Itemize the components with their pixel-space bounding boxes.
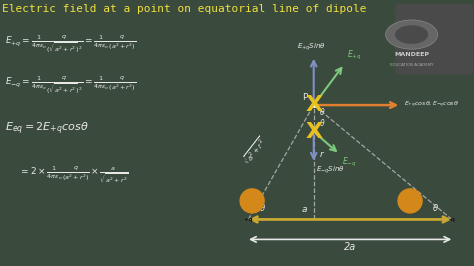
Text: $E_{-q}Sin\theta$: $E_{-q}Sin\theta$: [316, 165, 345, 176]
Text: $\theta$: $\theta$: [432, 202, 439, 213]
Circle shape: [386, 20, 438, 49]
Text: $\theta$: $\theta$: [259, 202, 266, 213]
Text: r: r: [319, 150, 323, 159]
Text: P: P: [302, 93, 308, 102]
Text: +q: +q: [244, 217, 253, 222]
Text: $E_{+q}Sin\theta$: $E_{+q}Sin\theta$: [297, 42, 326, 53]
Text: -q: -q: [448, 217, 456, 222]
Text: $E_{-q}$: $E_{-q}$: [342, 156, 356, 169]
Text: $E_{-q} = \frac{1}{4\pi\varepsilon_o} \frac{q}{(\sqrt{a^2+r^2})^2} = \frac{1}{4\: $E_{-q} = \frac{1}{4\pi\varepsilon_o} \f…: [5, 74, 136, 96]
Text: a: a: [301, 205, 307, 214]
Text: $\theta$: $\theta$: [319, 117, 326, 128]
Circle shape: [395, 25, 428, 44]
Text: $\sqrt{a^2+r^2}$: $\sqrt{a^2+r^2}$: [240, 135, 270, 168]
Text: $E_{+q}$: $E_{+q}$: [347, 49, 361, 62]
Text: Electric field at a point on equatorial line of dipole: Electric field at a point on equatorial …: [2, 4, 367, 14]
FancyBboxPatch shape: [395, 4, 473, 74]
Text: $E_{+q} = \frac{1}{4\pi\varepsilon_o} \frac{q}{(\sqrt{a^2+r^2})^2} = \frac{1}{4\: $E_{+q} = \frac{1}{4\pi\varepsilon_o} \f…: [5, 33, 136, 55]
Text: MANDEEP: MANDEEP: [394, 52, 429, 57]
Text: $\theta$: $\theta$: [319, 106, 326, 117]
Text: 2a: 2a: [344, 242, 356, 252]
Text: $= 2 \times \frac{1}{4\pi\varepsilon_o} \frac{q}{(a^2+r^2)} \times \frac{a}{\sqr: $= 2 \times \frac{1}{4\pi\varepsilon_o} …: [19, 165, 129, 186]
Text: $E_{eq} = 2E_{+q}cos\theta$: $E_{eq} = 2E_{+q}cos\theta$: [5, 121, 89, 138]
Text: X: X: [305, 122, 322, 142]
Text: X: X: [305, 95, 322, 115]
Text: $E_{+q}cos\theta, E_{-q}cos\theta$: $E_{+q}cos\theta, E_{-q}cos\theta$: [403, 100, 458, 110]
Text: EDUCATION ACADEMY: EDUCATION ACADEMY: [390, 63, 433, 66]
